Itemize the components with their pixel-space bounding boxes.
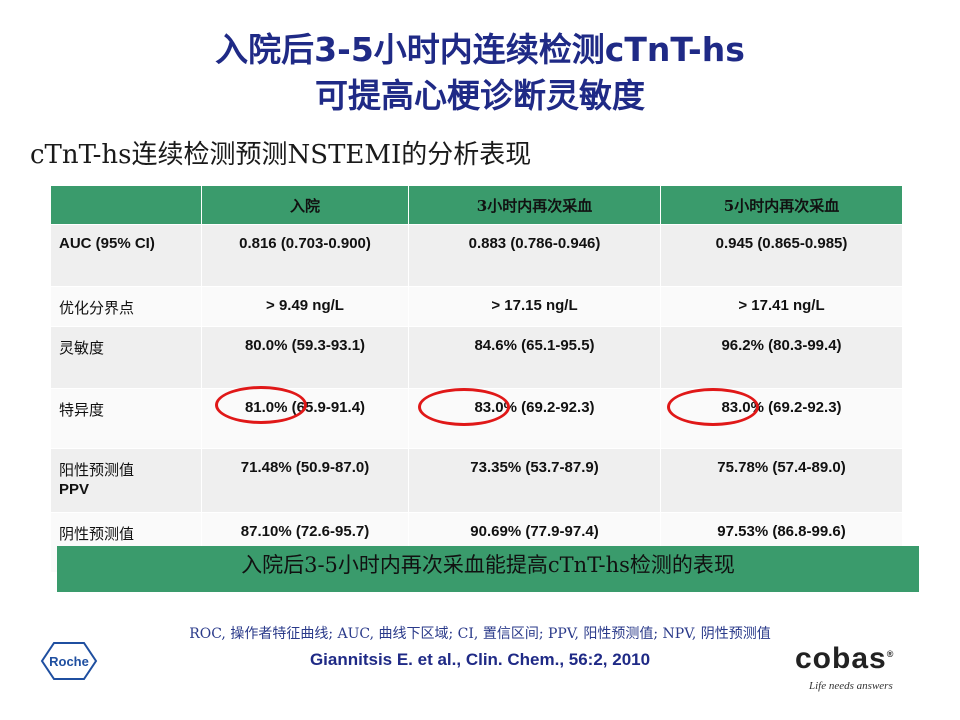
abbreviations-footnote: ROC, 操作者特征曲线; AUC, 曲线下区域; CI, 置信区间; PPV,… bbox=[189, 626, 771, 642]
row-label: 灵敏度 bbox=[50, 326, 202, 389]
table-row: AUC (95% CI) 0.816 (0.703-0.900) 0.883 (… bbox=[50, 224, 903, 287]
header-cell-3h: 3小时内再次采血 bbox=[408, 185, 661, 225]
row-label: 阳性预测值 PPV bbox=[50, 448, 202, 513]
table-cell: > 17.41 ng/L bbox=[660, 286, 903, 327]
table-row: 优化分界点 > 9.49 ng/L > 17.15 ng/L > 17.41 n… bbox=[50, 286, 903, 327]
row-label: 特异度 bbox=[50, 388, 202, 449]
table-cell: 80.0% (59.3-93.1) bbox=[201, 326, 409, 389]
table-cell: 0.883 (0.786-0.946) bbox=[408, 224, 661, 287]
roche-logo-text: Roche bbox=[49, 654, 89, 669]
citation: Giannitsis E. et al., Clin. Chem., 56:2,… bbox=[309, 650, 651, 669]
table-cell: 0.816 (0.703-0.900) bbox=[201, 224, 409, 287]
conclusion-banner: 入院后3-5小时内再次采血能提高cTnT-hs检测的表现 bbox=[57, 546, 919, 592]
highlight-circle-3h bbox=[418, 388, 510, 426]
row-label-abbr: PPV bbox=[59, 481, 90, 498]
slide-title-line1: 入院后3-5小时内连续检测cTnT-hs bbox=[215, 30, 745, 69]
performance-table: 入院 3小时内再次采血 5小时内再次采血 AUC (95% CI) 0.816 … bbox=[50, 185, 903, 573]
table-cell: 75.78% (57.4-89.0) bbox=[660, 448, 903, 513]
table-cell: 0.945 (0.865-0.985) bbox=[660, 224, 903, 287]
table-cell: 71.48% (50.9-87.0) bbox=[201, 448, 409, 513]
highlight-circle-5h bbox=[667, 388, 759, 426]
table-cell: > 17.15 ng/L bbox=[408, 286, 661, 327]
cobas-wordmark: cobas bbox=[795, 642, 887, 675]
table-row: 阳性预测值 PPV 71.48% (50.9-87.0) 73.35% (53.… bbox=[50, 448, 903, 513]
header-cell-admission: 入院 bbox=[201, 185, 409, 225]
table-row: 灵敏度 80.0% (59.3-93.1) 84.6% (65.1-95.5) … bbox=[50, 326, 903, 389]
header-cell-empty bbox=[50, 185, 202, 225]
cobas-logo: cobas® Life needs answers bbox=[795, 637, 925, 692]
table-cell: > 9.49 ng/L bbox=[201, 286, 409, 327]
cobas-tagline: Life needs answers bbox=[809, 680, 893, 692]
table-caption: cTnT-hs连续检测预测NSTEMI的分析表现 bbox=[30, 140, 532, 170]
table-cell: 73.35% (53.7-87.9) bbox=[408, 448, 661, 513]
table-cell: 84.6% (65.1-95.5) bbox=[408, 326, 661, 389]
row-label: AUC (95% CI) bbox=[50, 224, 202, 287]
table-cell: 96.2% (80.3-99.4) bbox=[660, 326, 903, 389]
roche-logo: Roche bbox=[40, 641, 98, 685]
table-header-row: 入院 3小时内再次采血 5小时内再次采血 bbox=[50, 185, 903, 225]
slide-title-line2: 可提高心梗诊断灵敏度 bbox=[315, 76, 645, 115]
header-cell-5h: 5小时内再次采血 bbox=[660, 185, 903, 225]
highlight-circle-admission bbox=[215, 386, 307, 424]
row-label: 优化分界点 bbox=[50, 286, 202, 327]
row-label-text: 阳性预测值 bbox=[59, 461, 135, 479]
cobas-registered-mark: ® bbox=[886, 649, 895, 659]
